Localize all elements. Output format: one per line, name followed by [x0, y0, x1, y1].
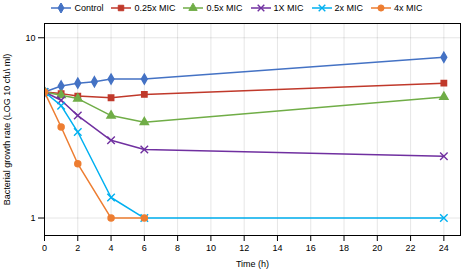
- svg-text:Time (h): Time (h): [236, 259, 269, 269]
- svg-text:1: 1: [30, 213, 35, 223]
- svg-text:18: 18: [339, 243, 349, 253]
- html-text:0.5x MIC: 0.5x MIC: [206, 3, 243, 13]
- html-text:2x MIC: 2x MIC: [334, 3, 363, 13]
- svg-text:20: 20: [372, 243, 382, 253]
- svg-text:6: 6: [142, 243, 147, 253]
- svg-text:4: 4: [109, 243, 114, 253]
- svg-text:0: 0: [42, 243, 47, 253]
- svg-text:22: 22: [406, 243, 416, 253]
- svg-text:10: 10: [206, 243, 216, 253]
- svg-text:16: 16: [306, 243, 316, 253]
- svg-text:10: 10: [25, 33, 35, 43]
- html-text:1X MIC: 1X MIC: [273, 3, 304, 13]
- svg-text:14: 14: [272, 243, 282, 253]
- html-text:4x MIC: 4x MIC: [394, 3, 423, 13]
- svg-text:12: 12: [239, 243, 249, 253]
- svg-text:8: 8: [175, 243, 180, 253]
- svg-text:2: 2: [75, 243, 80, 253]
- html-text:Control: Control: [74, 3, 104, 13]
- svg-text:Bacterial growth rate (LOG 10: Bacterial growth rate (LOG 10 cfu\ ml): [2, 54, 12, 206]
- html-text:0.25x MIC: 0.25x MIC: [134, 3, 176, 13]
- svg-text:24: 24: [439, 243, 449, 253]
